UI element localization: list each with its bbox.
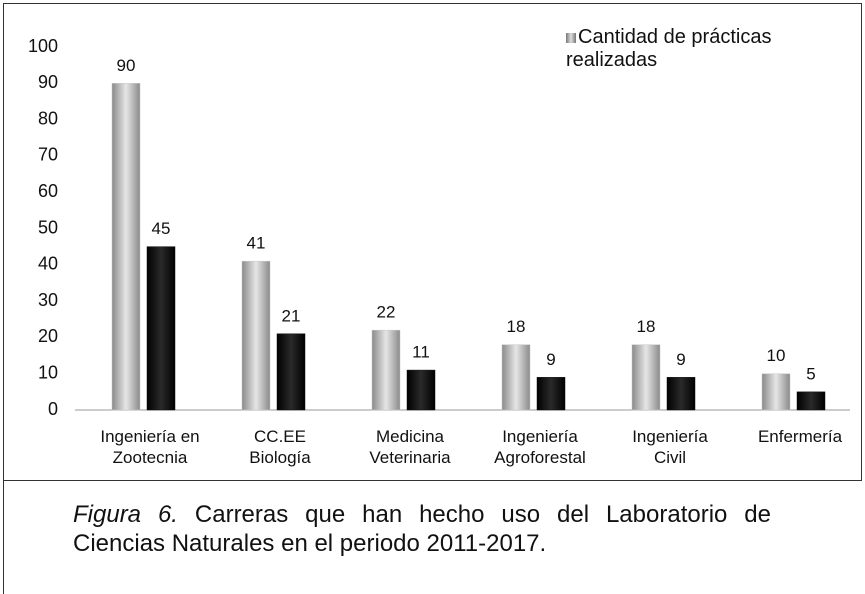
value-label: 9 [676, 350, 685, 369]
caption-label: Figura 6. [73, 501, 178, 528]
legend-key [566, 33, 576, 43]
y-tick-label: 20 [38, 326, 58, 346]
value-label: 41 [247, 234, 266, 253]
x-tick-label: Ingeniería Civil [632, 427, 708, 467]
bar [796, 391, 826, 411]
legend-label: Cantidad de prácticas realizadas [566, 26, 772, 71]
value-label: 18 [507, 317, 526, 336]
bar [501, 344, 531, 411]
y-tick-label: 50 [38, 217, 58, 237]
x-tick-label: Medicina Veterinaria [369, 427, 451, 467]
bar [761, 373, 791, 411]
y-tick-label: 60 [38, 181, 58, 201]
y-tick-label: 70 [38, 145, 58, 165]
y-tick-label: 80 [38, 108, 58, 128]
x-tick-label: Enfermería [757, 427, 843, 446]
y-tick-label: 10 [38, 362, 58, 382]
bar [631, 344, 661, 411]
x-tick-label: Ingeniería Agroforestal [494, 427, 586, 467]
bar [111, 83, 141, 411]
bar [406, 369, 436, 411]
x-tick-label: CC.EE Biología [249, 427, 311, 467]
bar [276, 333, 306, 411]
value-label: 18 [637, 317, 656, 336]
caption: Figura 6. Carreras que han hecho uso del… [73, 500, 771, 558]
value-label: 11 [412, 343, 430, 362]
bar [146, 246, 176, 411]
y-tick-label: 40 [38, 254, 58, 274]
x-tick-label: Ingeniería en Zootecnia [100, 427, 200, 467]
bar [666, 377, 696, 411]
value-label: 9 [546, 350, 555, 369]
y-tick-label: 30 [38, 290, 58, 310]
caption-text: Carreras que han hecho uso del Laborator… [73, 501, 771, 557]
bar [241, 260, 271, 411]
bar [536, 377, 566, 411]
legend: Cantidad de prácticas realizadas [566, 26, 826, 72]
value-label: 90 [117, 56, 136, 75]
value-label: 45 [152, 219, 171, 238]
y-tick-label: 100 [28, 36, 58, 56]
value-label: 21 [282, 306, 301, 325]
value-label: 10 [767, 346, 786, 365]
y-tick-label: 0 [48, 399, 58, 419]
value-label: 22 [377, 303, 396, 322]
y-tick-label: 90 [38, 72, 58, 92]
frame [3, 3, 862, 481]
value-label: 5 [806, 364, 815, 383]
bar [371, 329, 401, 411]
